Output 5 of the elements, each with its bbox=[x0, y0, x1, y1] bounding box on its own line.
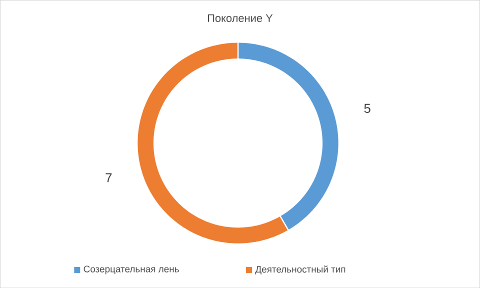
data-label: 5 bbox=[364, 104, 370, 113]
chart-title: Поколение Y bbox=[208, 14, 273, 22]
data-label: 7 bbox=[106, 173, 112, 182]
legend-label: Созерцательная лень bbox=[84, 266, 179, 274]
legend-label: Деятельностный тип bbox=[255, 265, 346, 274]
